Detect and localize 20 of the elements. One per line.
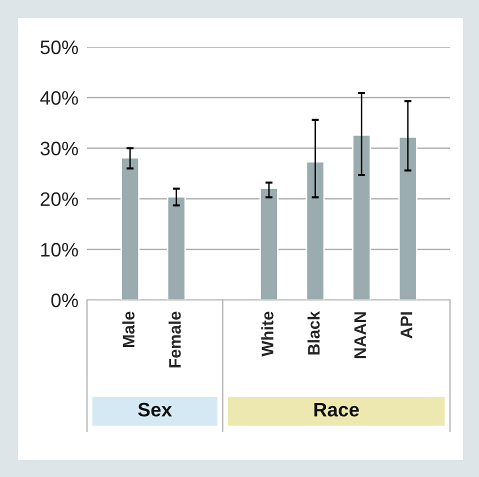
y-tick-label: 50% bbox=[40, 40, 78, 54]
bar bbox=[120, 157, 140, 300]
y-tick-label: 40% bbox=[40, 91, 78, 105]
text: Race bbox=[314, 402, 359, 417]
x-tick-label: White bbox=[261, 312, 274, 356]
y-tick-label: 0% bbox=[51, 293, 78, 308]
bar bbox=[352, 134, 372, 300]
x-tick-label: Female bbox=[168, 312, 181, 368]
x-tick-label: API bbox=[400, 312, 412, 338]
bar bbox=[166, 196, 186, 300]
x-tick-label: Male bbox=[122, 312, 135, 348]
bar bbox=[306, 161, 325, 300]
bar bbox=[398, 136, 418, 300]
y-tick-label: 10% bbox=[41, 242, 78, 257]
bar bbox=[259, 187, 278, 300]
x-tick-label: Black bbox=[307, 311, 320, 354]
y-tick-label: 20% bbox=[40, 192, 78, 206]
x-tick-label: NAAN bbox=[354, 312, 366, 358]
y-tick-label: 30% bbox=[40, 142, 78, 156]
text: Sex bbox=[138, 402, 172, 417]
